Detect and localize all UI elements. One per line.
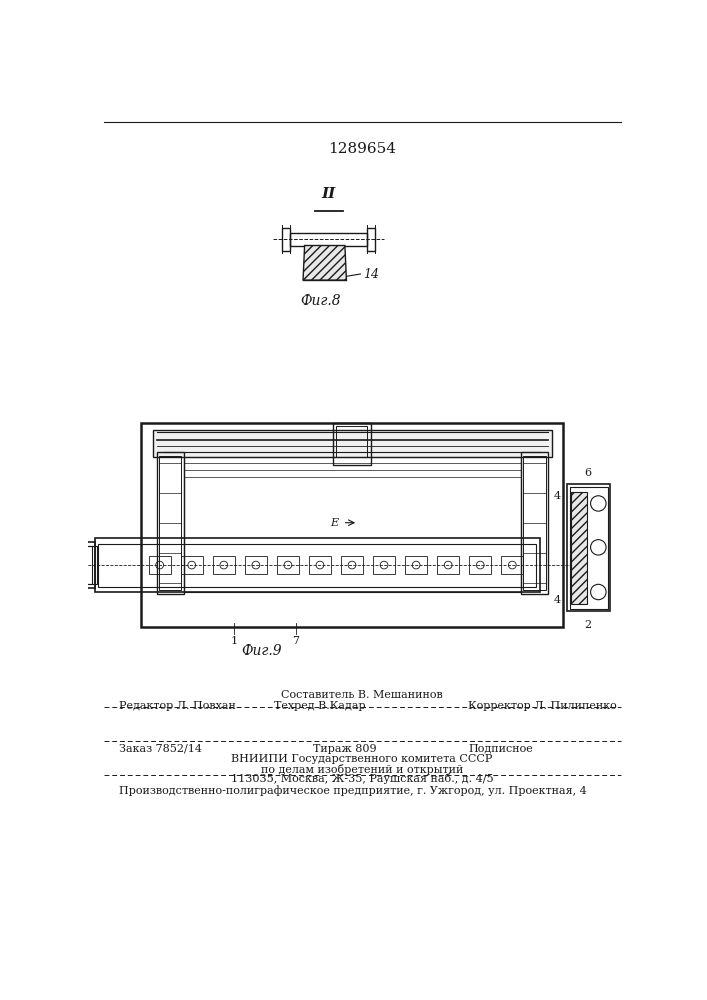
Text: E: E bbox=[331, 518, 339, 528]
Bar bbox=[98, 544, 537, 587]
Text: Фиг.9: Фиг.9 bbox=[241, 644, 281, 658]
Bar bbox=[501, 556, 523, 574]
Text: II: II bbox=[322, 187, 336, 201]
Bar bbox=[571, 492, 587, 604]
Bar bbox=[523, 456, 546, 590]
Text: 113035, Москва, Ж-35, Раушская наб., д. 4/5: 113035, Москва, Ж-35, Раушская наб., д. … bbox=[230, 773, 493, 784]
Text: Техред В.Кадар: Техред В.Кадар bbox=[274, 701, 366, 711]
Bar bbox=[521, 452, 548, 594]
Text: Производственно-полиграфическое предприятие, г. Ужгород, ул. Проектная, 4: Производственно-полиграфическое предприя… bbox=[119, 785, 587, 796]
Text: Подписное: Подписное bbox=[468, 744, 533, 754]
Text: Заказ 7852/14: Заказ 7852/14 bbox=[119, 744, 202, 754]
Text: 2: 2 bbox=[585, 620, 592, 631]
Bar bbox=[277, 556, 299, 574]
Bar bbox=[570, 487, 607, 609]
Text: 14: 14 bbox=[363, 267, 379, 280]
Bar bbox=[48, 542, 95, 588]
Bar bbox=[332, 423, 371, 465]
Bar bbox=[159, 456, 182, 590]
Bar bbox=[469, 556, 491, 574]
Bar bbox=[405, 556, 427, 574]
Text: Составитель В. Мешанинов: Составитель В. Мешанинов bbox=[281, 690, 443, 700]
Bar bbox=[45, 546, 97, 584]
Bar bbox=[141, 423, 563, 627]
Bar bbox=[309, 556, 331, 574]
Text: по делам изобретений и открытий: по делам изобретений и открытий bbox=[261, 764, 463, 775]
Bar bbox=[245, 556, 267, 574]
Bar bbox=[156, 452, 184, 594]
Bar bbox=[337, 426, 368, 457]
Text: Корректор Л. Пилипенко: Корректор Л. Пилипенко bbox=[468, 701, 617, 711]
Polygon shape bbox=[303, 246, 346, 280]
Bar bbox=[282, 228, 290, 251]
Bar bbox=[213, 556, 235, 574]
Bar bbox=[50, 546, 92, 584]
Bar bbox=[95, 538, 540, 592]
Bar bbox=[184, 457, 521, 592]
Bar bbox=[290, 233, 368, 246]
Text: ВНИИПИ Государственного комитета СССР: ВНИИПИ Государственного комитета СССР bbox=[231, 754, 493, 764]
Text: 1289654: 1289654 bbox=[328, 142, 396, 156]
Text: Тираж 809: Тираж 809 bbox=[313, 744, 377, 754]
Text: Редактор Л. Повхан: Редактор Л. Повхан bbox=[119, 701, 236, 711]
Bar bbox=[438, 556, 459, 574]
Bar bbox=[373, 556, 395, 574]
Text: Фиг.8: Фиг.8 bbox=[300, 294, 341, 308]
Text: 4: 4 bbox=[554, 595, 561, 605]
Text: 1: 1 bbox=[230, 636, 238, 646]
Bar bbox=[181, 556, 203, 574]
Bar bbox=[341, 556, 363, 574]
Text: 7: 7 bbox=[293, 636, 300, 646]
Bar bbox=[149, 556, 170, 574]
Text: 6: 6 bbox=[585, 468, 592, 478]
Bar bbox=[567, 484, 610, 611]
Bar bbox=[153, 430, 552, 457]
Text: 4: 4 bbox=[554, 491, 561, 501]
Bar bbox=[368, 228, 375, 251]
